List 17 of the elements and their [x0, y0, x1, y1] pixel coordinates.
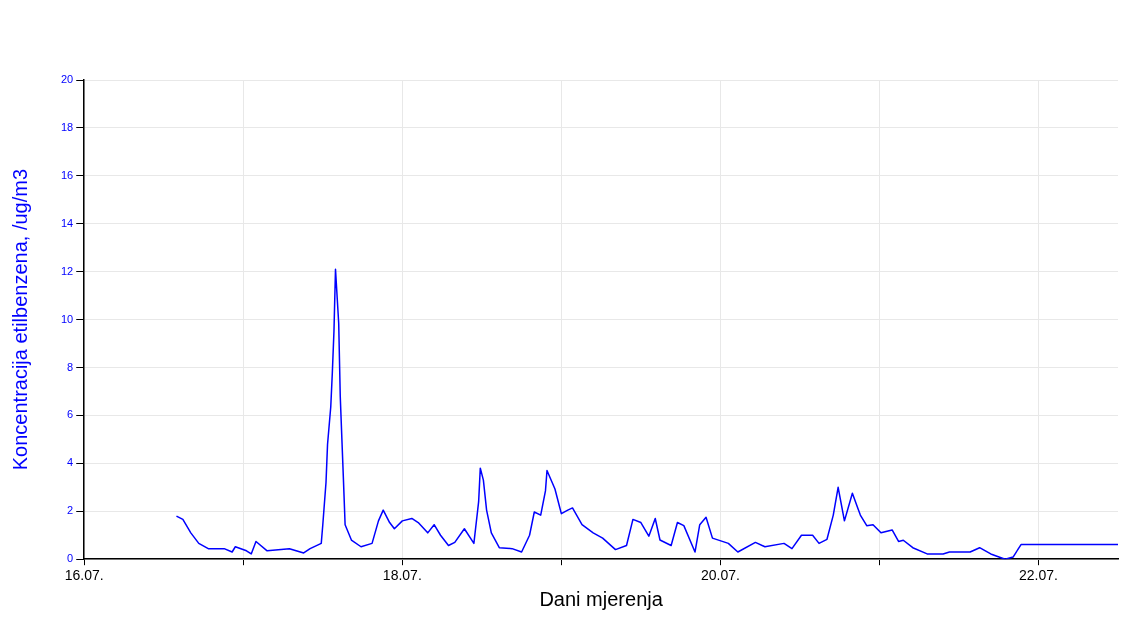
y-tick-label: 10	[60, 312, 74, 325]
y-axis-title: Koncentracija etilbenzena, /ug/m3	[8, 168, 31, 471]
y-tick-label: 2	[67, 504, 74, 517]
y-tick-label: 12	[60, 264, 74, 277]
x-axis-title: Dani mjerenja	[539, 587, 664, 610]
y-tick-label: 4	[67, 456, 74, 469]
y-tick-label: 0	[67, 552, 74, 565]
y-tick-label: 16	[60, 168, 74, 181]
y-tick-label: 20	[60, 73, 74, 86]
x-tick-label: 18.07.	[382, 567, 422, 584]
y-tick-label: 14	[60, 216, 74, 229]
x-tick-label: 16.07.	[64, 567, 104, 584]
y-tick-label: 6	[67, 408, 74, 421]
y-tick-label: 8	[67, 360, 74, 373]
y-tick-label: 18	[60, 120, 74, 133]
x-tick-label: 22.07.	[1019, 567, 1058, 584]
x-tick-label: 20.07.	[700, 567, 740, 584]
